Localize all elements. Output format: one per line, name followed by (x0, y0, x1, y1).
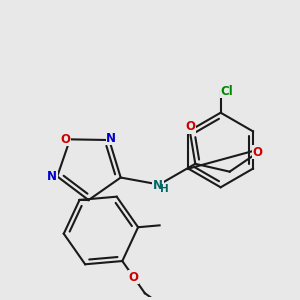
Text: O: O (185, 120, 195, 133)
Text: H: H (160, 184, 169, 194)
Text: O: O (60, 133, 70, 146)
Text: N: N (153, 179, 163, 192)
Text: N: N (47, 170, 57, 183)
Text: O: O (129, 271, 139, 284)
Text: N: N (106, 132, 116, 145)
Text: O: O (252, 146, 262, 158)
Text: Cl: Cl (220, 85, 233, 98)
